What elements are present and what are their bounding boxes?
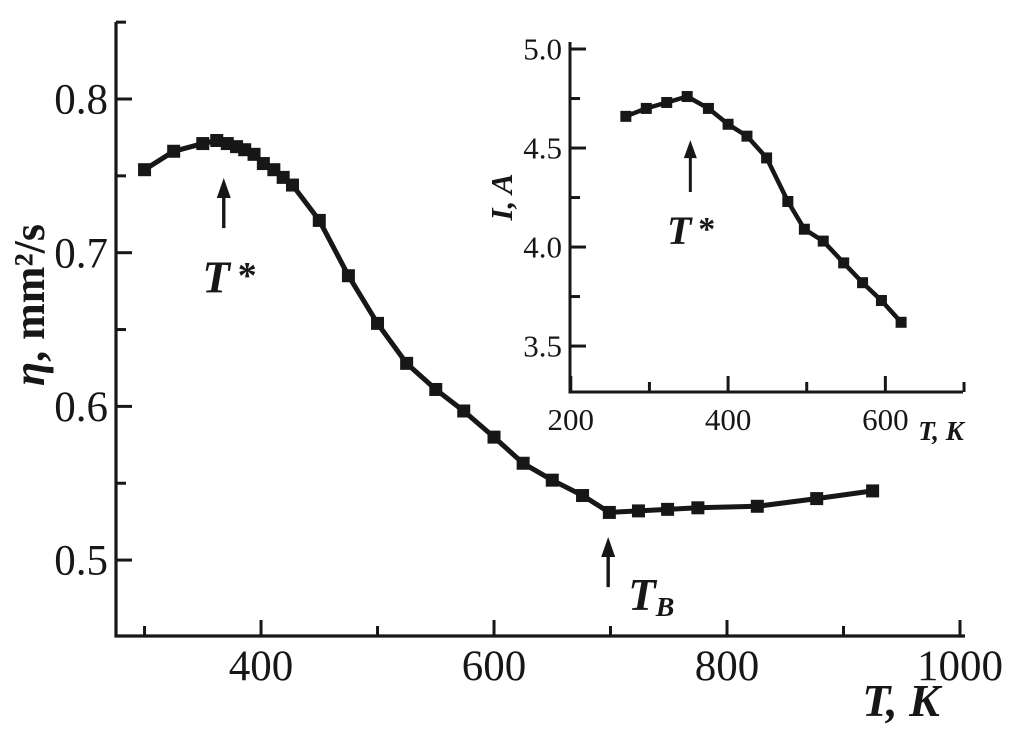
inset-series-marker xyxy=(702,102,714,114)
inset-x-axis-title: T, K xyxy=(918,416,966,446)
main-y-axis-title: η, mm²/s xyxy=(5,224,54,386)
main-x-axis-title: T, K xyxy=(862,675,943,726)
main-y-tick-label-0.6: 0.6 xyxy=(54,384,108,431)
main-annotation-t-b-label: TB xyxy=(628,570,674,623)
main-annotation-t-b: TB xyxy=(601,537,674,623)
inset-series-marker xyxy=(661,96,673,108)
main-series-marker xyxy=(810,492,824,506)
inset-x-tick-label-400: 400 xyxy=(705,402,752,437)
main-series-marker xyxy=(631,504,645,518)
inset-series-marker xyxy=(838,257,850,269)
inset-x-tick-label-200: 200 xyxy=(548,402,595,437)
main-series-marker xyxy=(256,157,270,171)
main-series-marker xyxy=(487,430,501,444)
main-chart: 400 600 800 1000 0.5 0.6 0.7 0.8 T, K η, mm²/s T *… xyxy=(5,20,1003,726)
main-series-marker xyxy=(866,484,880,498)
main-axes xyxy=(114,22,965,638)
inset-axes xyxy=(568,42,963,394)
main-series-marker xyxy=(285,178,299,192)
main-y-tick-label-0.5: 0.5 xyxy=(54,538,108,585)
main-series-marker xyxy=(429,382,443,396)
main-x-tick-label-400: 400 xyxy=(229,643,294,690)
inset-y-tick-label-4.0: 4.0 xyxy=(523,230,562,265)
main-series-marker xyxy=(138,163,152,177)
main-x-tick-label-1000: 1000 xyxy=(917,643,1003,690)
inset-series-marker xyxy=(761,152,773,164)
inset-series-marker xyxy=(798,223,810,235)
inset-series-marker xyxy=(817,235,829,247)
inset-y-tick-label-3.5: 3.5 xyxy=(523,329,562,364)
inset-series-marker xyxy=(782,195,794,207)
main-annotation-t-star: T * xyxy=(202,177,257,303)
inset-x-tick-label-600: 600 xyxy=(862,402,909,437)
inset-series-marker xyxy=(681,91,693,103)
main-y-tick-label-0.7: 0.7 xyxy=(54,230,108,277)
inset-series-markers xyxy=(620,91,907,328)
main-series-marker xyxy=(457,404,471,418)
main-series-marker xyxy=(516,456,530,470)
main-annotation-t-b-arrowhead xyxy=(601,537,616,558)
inset-series-marker xyxy=(620,110,632,122)
inset-annotation-t-star-label: T * xyxy=(667,208,715,253)
main-series-marker xyxy=(691,501,705,515)
main-annotation-t-star-label: T * xyxy=(202,253,256,303)
main-series-marker xyxy=(545,473,559,487)
main-series-marker xyxy=(341,269,355,283)
main-x-tick-label-800: 800 xyxy=(695,643,760,690)
inset-series-marker xyxy=(722,118,734,130)
inset-y-axis-title: I, A xyxy=(484,173,519,221)
main-series-marker xyxy=(602,505,616,519)
main-x-tick-label-600: 600 xyxy=(462,643,527,690)
inset-y-tick-label-4.5: 4.5 xyxy=(523,131,562,166)
main-series-marker xyxy=(750,499,764,513)
inset-series-marker xyxy=(875,295,887,307)
main-series-marker xyxy=(196,137,210,151)
inset-series-marker xyxy=(857,277,869,289)
main-series-marker xyxy=(576,489,590,503)
main-series-marker xyxy=(661,502,675,516)
main-series-marker xyxy=(371,316,385,330)
main-series-markers xyxy=(138,133,880,519)
main-series-marker xyxy=(400,356,414,370)
main-y-tick-label-0.8: 0.8 xyxy=(54,77,108,124)
inset-chart: 200 400 600 3.5 4.0 4.5 5.0 T, K I, A T * xyxy=(484,32,966,446)
main-series-marker xyxy=(210,133,224,147)
inset-series-marker xyxy=(895,316,907,328)
inset-series-marker xyxy=(741,130,753,142)
inset-annotation-t-star-arrowhead xyxy=(683,140,697,159)
inset-annotation-t-star: T * xyxy=(667,140,715,253)
main-series-marker xyxy=(312,213,326,227)
inset-y-tick-label-5.0: 5.0 xyxy=(523,32,562,67)
inset-series-marker xyxy=(640,102,652,114)
main-series-marker xyxy=(167,144,181,158)
main-annotation-t-star-arrowhead xyxy=(216,177,231,198)
